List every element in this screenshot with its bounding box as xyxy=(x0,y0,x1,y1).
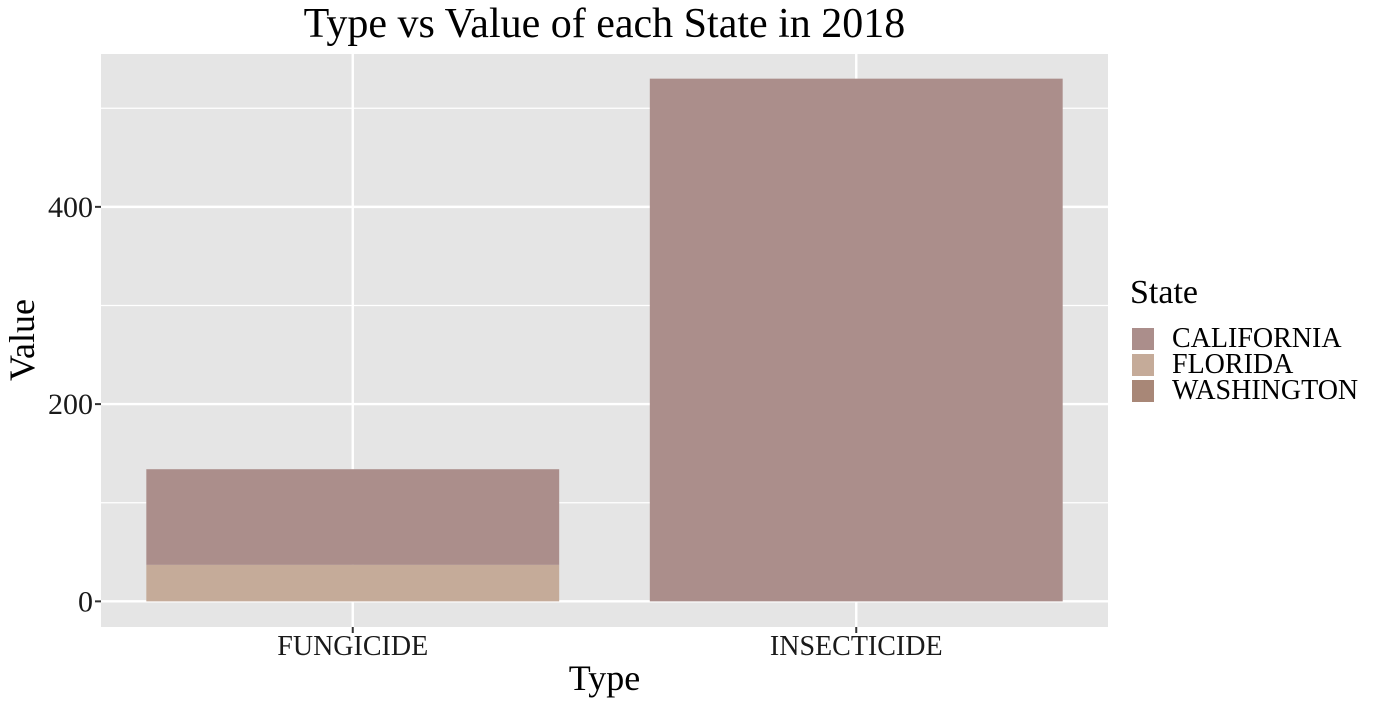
legend-key-washington xyxy=(1130,378,1156,404)
legend-item-washington: WASHINGTON xyxy=(1130,378,1385,404)
bar-fungicide-florida xyxy=(146,565,559,601)
bar-fungicide-california xyxy=(146,469,559,565)
bar-insecticide-california xyxy=(650,79,1063,602)
legend-key-california xyxy=(1130,326,1156,352)
legend: State CALIFORNIA FLORIDA WASHINGTON xyxy=(1130,272,1385,404)
y-tick-label: 400 xyxy=(48,191,93,224)
y-tick-label: 0 xyxy=(78,585,93,618)
legend-label-washington: WASHINGTON xyxy=(1172,378,1358,404)
y-axis-title-box: Value xyxy=(2,320,42,360)
y-axis-title: Value xyxy=(1,299,43,381)
y-tick-label: 200 xyxy=(48,388,93,421)
legend-title: State xyxy=(1130,272,1385,314)
legend-key-florida xyxy=(1130,352,1156,378)
y-axis: 0 200 400 xyxy=(48,191,101,618)
x-axis-title: Type xyxy=(101,656,1108,700)
